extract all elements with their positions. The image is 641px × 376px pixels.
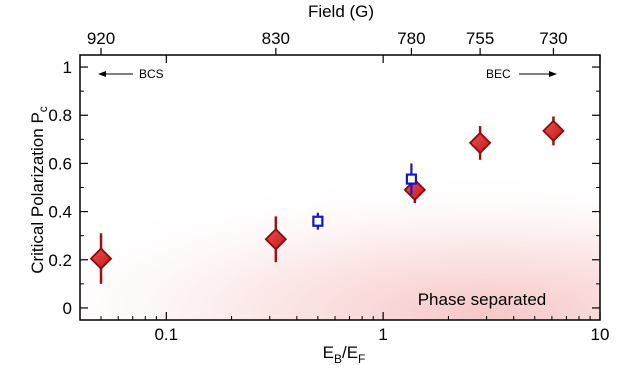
plot-area <box>80 170 600 320</box>
bec-annotation: BEC <box>486 67 557 81</box>
x-axis-title: EB/EF <box>323 343 366 366</box>
y-tick-label: 0 <box>63 299 72 318</box>
data-point-diamond <box>468 131 492 155</box>
x-tick-label: 10 <box>591 325 610 344</box>
arrow-right-icon <box>549 71 557 77</box>
top-axis-title: Field (G) <box>308 2 374 21</box>
data-point-square <box>405 173 418 185</box>
data-point-square <box>312 215 324 227</box>
data-point-diamond <box>542 119 565 143</box>
svg-text:BCS: BCS <box>139 67 164 81</box>
bcs-annotation: BCS <box>98 67 164 81</box>
y-tick-label: 0.8 <box>48 106 72 125</box>
phase-separated-region <box>80 170 600 320</box>
phase-separated-label: Phase separated <box>418 290 547 309</box>
y-tick-label: 0.6 <box>48 154 72 173</box>
top-tick-label: 780 <box>397 29 425 48</box>
y-tick-label: 0.4 <box>48 203 72 222</box>
svg-text:BEC: BEC <box>486 67 511 81</box>
top-tick-label: 920 <box>87 29 115 48</box>
y-axis-title: Critical Polarization Pc <box>28 106 50 274</box>
series-layer <box>89 116 565 284</box>
ticks-layer: 0.1 1 10 0 0.2 0.4 0.6 0.8 1 920 830 780 755 730 <box>48 29 609 344</box>
data-point-diamond <box>403 178 427 202</box>
y-tick-label: 1 <box>63 58 72 77</box>
y-tick-label: 0.2 <box>48 251 72 270</box>
top-tick-label: 755 <box>466 29 494 48</box>
data-point-diamond <box>89 247 113 270</box>
arrow-left-icon <box>98 71 106 77</box>
data-point-diamond <box>264 228 288 251</box>
x-tick-label: 0.1 <box>154 325 178 344</box>
top-tick-label: 730 <box>539 29 567 48</box>
x-tick-label: 1 <box>378 325 387 344</box>
top-tick-label: 830 <box>262 29 290 48</box>
